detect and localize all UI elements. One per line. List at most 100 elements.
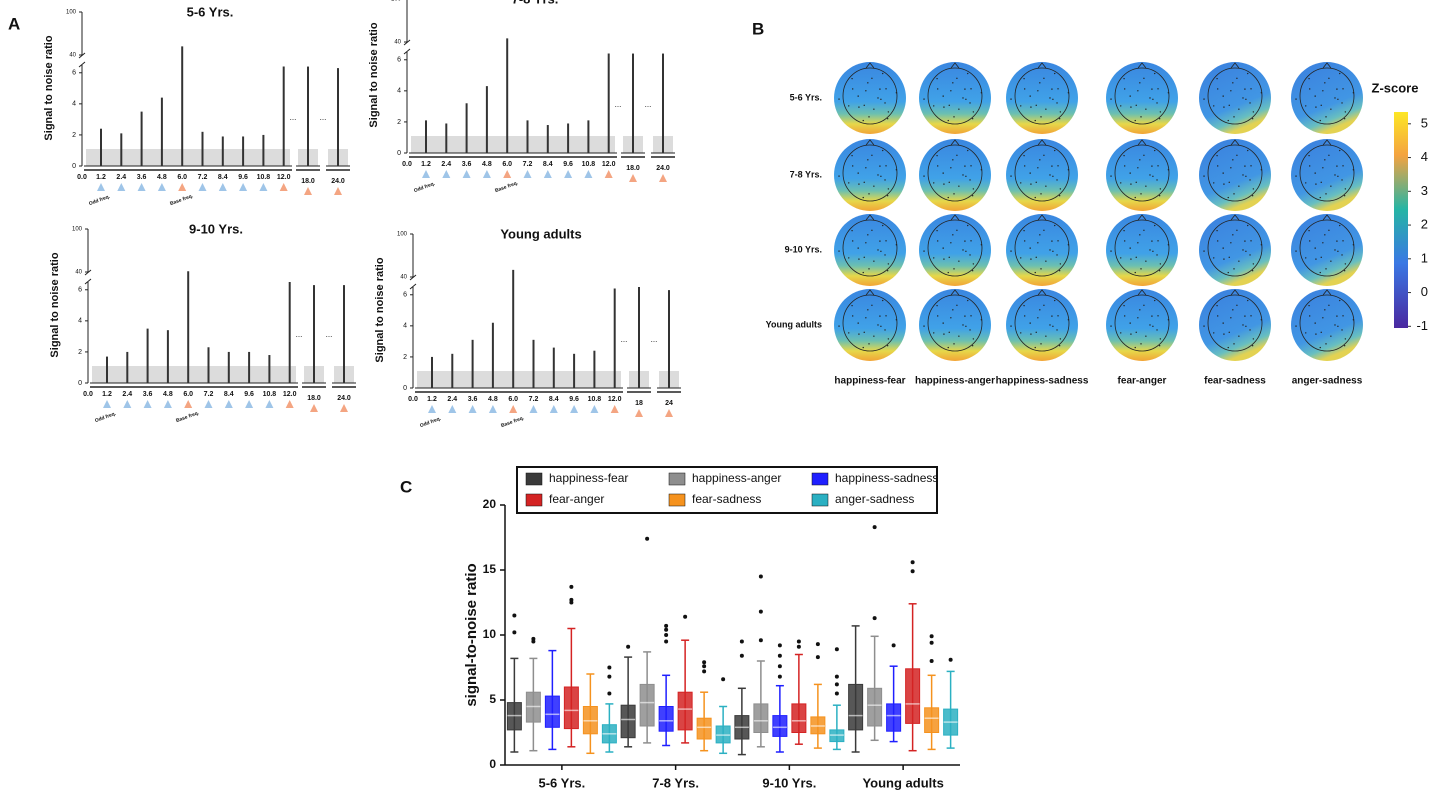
electrode xyxy=(1149,174,1151,176)
electrode xyxy=(1057,165,1059,167)
electrode xyxy=(1140,193,1142,195)
electrode xyxy=(1222,247,1224,249)
electrode xyxy=(1320,331,1322,334)
break-mark: ... xyxy=(296,330,303,339)
frequency-marker xyxy=(123,400,132,408)
electrode xyxy=(1035,181,1037,184)
x-tick-label: 0.0 xyxy=(83,391,93,398)
frequency-marker xyxy=(610,405,619,413)
electrode xyxy=(857,322,859,324)
electrode xyxy=(980,319,983,321)
electrode xyxy=(1149,324,1151,326)
electrode xyxy=(972,338,975,340)
column-label: happiness-sadness xyxy=(996,376,1089,387)
electrode xyxy=(933,257,935,259)
electrode xyxy=(880,98,882,101)
frequency-marker xyxy=(259,183,268,191)
electrode xyxy=(943,258,945,260)
electrode xyxy=(1167,244,1170,246)
electrode xyxy=(1110,250,1112,252)
topomap xyxy=(834,139,906,211)
electrode xyxy=(1056,102,1058,104)
electrode xyxy=(1322,167,1324,169)
electrode xyxy=(1334,174,1336,176)
outlier xyxy=(872,525,877,530)
odd-freq-label: Odd freq. xyxy=(413,181,437,194)
legend-frame xyxy=(516,466,938,514)
electrode xyxy=(1154,299,1156,302)
break-mark: ... xyxy=(290,113,297,122)
head-outline xyxy=(1014,294,1070,352)
outlier xyxy=(702,660,707,665)
frequency-marker xyxy=(584,170,593,178)
electrode xyxy=(1319,271,1321,274)
electrode xyxy=(1020,105,1022,107)
electrode xyxy=(1052,175,1054,178)
electrode xyxy=(863,256,865,259)
electrode xyxy=(1342,88,1344,90)
outlier xyxy=(872,616,877,621)
box xyxy=(867,687,883,727)
electrode xyxy=(879,165,881,167)
y-tick-label: 40 xyxy=(75,270,82,276)
head-outline xyxy=(842,219,898,277)
electrode xyxy=(1110,325,1112,327)
electrode xyxy=(956,77,958,79)
base-freq-label: Base freq. xyxy=(175,410,200,424)
electrode xyxy=(1139,234,1141,236)
head-outline xyxy=(927,67,983,125)
nose xyxy=(1322,289,1332,296)
electrode xyxy=(886,118,889,120)
frequency-marker xyxy=(422,170,430,178)
electrode xyxy=(1151,240,1153,242)
electrode xyxy=(895,92,898,94)
electrode xyxy=(1233,343,1235,345)
outlier xyxy=(512,613,517,618)
electrode xyxy=(1247,299,1249,302)
electrode xyxy=(1143,229,1145,231)
electrode xyxy=(882,149,884,152)
frequency-marker xyxy=(204,400,213,408)
head-outline xyxy=(1207,144,1263,202)
electrode xyxy=(1157,165,1159,167)
frequency-marker xyxy=(137,183,146,191)
y-tick-label: 100 xyxy=(66,10,77,16)
nose xyxy=(1230,289,1240,296)
nose xyxy=(865,139,875,146)
nose xyxy=(1137,214,1147,221)
electrode xyxy=(1010,325,1012,327)
x-tick-label: 8.4 xyxy=(543,161,553,168)
y-tick-label: 2 xyxy=(72,132,76,139)
nose xyxy=(1137,62,1147,69)
electrode xyxy=(1123,154,1125,157)
frequency-marker xyxy=(604,170,613,178)
column-label: happiness-fear xyxy=(834,376,905,387)
electrode xyxy=(873,260,875,262)
electrode xyxy=(1034,119,1036,122)
topomap xyxy=(1291,139,1363,211)
electrode xyxy=(1230,167,1232,169)
electrode xyxy=(863,331,865,334)
frequency-marker xyxy=(462,170,471,178)
electrode xyxy=(851,229,853,232)
electrode xyxy=(1236,154,1238,156)
electrode xyxy=(942,247,944,249)
head-outline xyxy=(1114,219,1170,277)
break-mark: ... xyxy=(645,100,652,109)
frequency-marker xyxy=(629,174,637,182)
electrode xyxy=(1334,324,1336,326)
electrode xyxy=(942,95,944,97)
electrode xyxy=(1337,250,1339,253)
x-tick-label: 9.6 xyxy=(563,161,573,168)
electrode xyxy=(1244,240,1246,242)
electrode xyxy=(1342,240,1344,242)
noise-floor xyxy=(417,371,621,388)
nose xyxy=(1230,62,1240,69)
electrode xyxy=(965,325,967,328)
x-tick-label: 24.0 xyxy=(656,165,670,172)
electrode xyxy=(1130,333,1132,335)
electrode xyxy=(1052,250,1054,253)
outlier xyxy=(815,655,820,660)
nose xyxy=(865,289,875,296)
electrode xyxy=(1145,108,1147,110)
